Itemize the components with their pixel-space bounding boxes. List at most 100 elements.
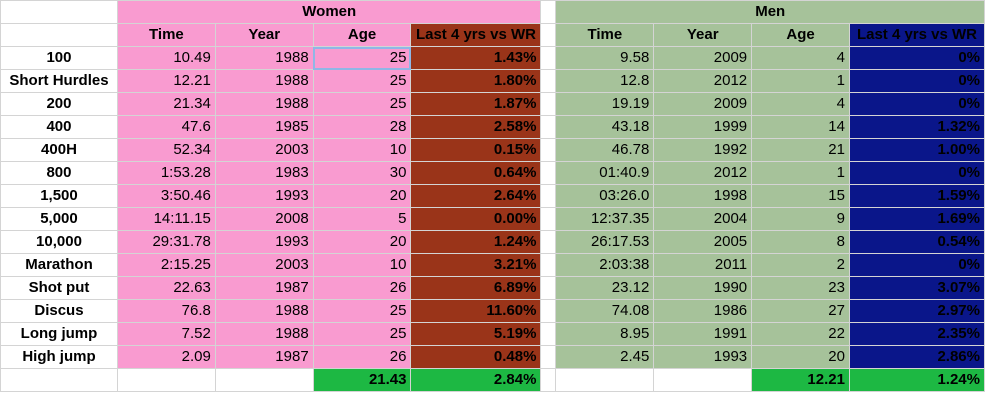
event-label[interactable]: Discus	[0, 299, 118, 323]
women-time-cell[interactable]: 22.63	[116, 276, 216, 300]
women-wr-cell[interactable]: 0.00%	[410, 207, 542, 231]
women-wr-cell[interactable]: 1.43%	[410, 46, 542, 70]
women-wr-cell[interactable]: 6.89%	[410, 276, 542, 300]
spacer-cell[interactable]	[540, 46, 557, 70]
men-wr-cell[interactable]: 0%	[848, 253, 985, 277]
women-time-cell[interactable]: 12.21	[116, 69, 216, 93]
women-time-cell[interactable]: 76.8	[116, 299, 216, 323]
men-age-cell[interactable]: 2	[751, 253, 850, 277]
women-time-cell[interactable]: 2:15.25	[116, 253, 216, 277]
spacer-cell[interactable]	[540, 115, 557, 139]
men-wr-cell[interactable]: 0%	[848, 46, 985, 70]
women-year-cell[interactable]: 2003	[214, 253, 314, 277]
men-year-cell[interactable]: 2005	[653, 230, 753, 254]
women-wr-cell[interactable]: 11.60%	[410, 299, 542, 323]
women-title[interactable]: Women	[116, 0, 542, 24]
men-age-average[interactable]: 12.21	[751, 368, 850, 392]
women-year-cell[interactable]: 1988	[214, 322, 314, 346]
women-wr-cell[interactable]: 5.19%	[410, 322, 542, 346]
event-label[interactable]: 400H	[0, 138, 118, 162]
women-age-cell[interactable]: 25	[312, 299, 412, 323]
event-label[interactable]: Long jump	[0, 322, 118, 346]
men-wr-cell[interactable]: 3.07%	[848, 276, 985, 300]
women-wr-cell[interactable]: 1.80%	[410, 69, 542, 93]
women-year-cell[interactable]: 1987	[214, 276, 314, 300]
spacer-cell[interactable]	[540, 253, 557, 277]
women-time-cell[interactable]: 52.34	[116, 138, 216, 162]
women-year-cell[interactable]: 1988	[214, 69, 314, 93]
men-age-cell[interactable]: 14	[751, 115, 850, 139]
women-wr-cell[interactable]: 2.64%	[410, 184, 542, 208]
corner-cell[interactable]	[0, 0, 118, 24]
men-time-cell[interactable]: 23.12	[555, 276, 655, 300]
men-time-cell[interactable]: 8.95	[555, 322, 655, 346]
women-year-cell[interactable]: 1988	[214, 92, 314, 116]
men-time-cell[interactable]: 9.58	[555, 46, 655, 70]
men-year-cell[interactable]: 2009	[653, 46, 753, 70]
women-age-cell[interactable]: 26	[312, 345, 412, 369]
women-wr-average[interactable]: 2.84%	[410, 368, 542, 392]
women-age-cell[interactable]: 25	[312, 92, 412, 116]
women-year-cell[interactable]: 2003	[214, 138, 314, 162]
women-age-cell[interactable]: 28	[312, 115, 412, 139]
men-year-cell[interactable]: 2009	[653, 92, 753, 116]
spacer-cell[interactable]	[540, 368, 557, 392]
men-year-cell[interactable]: 2011	[653, 253, 753, 277]
event-label[interactable]: 1,500	[0, 184, 118, 208]
women-year-header[interactable]: Year	[214, 23, 314, 47]
men-year-cell[interactable]: 1986	[653, 299, 753, 323]
women-age-average[interactable]: 21.43	[312, 368, 412, 392]
men-time-cell[interactable]: 26:17.53	[555, 230, 655, 254]
men-year-header[interactable]: Year	[653, 23, 753, 47]
men-time-cell[interactable]: 12:37.35	[555, 207, 655, 231]
women-wr-cell[interactable]: 3.21%	[410, 253, 542, 277]
spacer-cell[interactable]	[540, 161, 557, 185]
women-year-cell[interactable]: 1988	[214, 299, 314, 323]
men-wr-cell[interactable]: 1.00%	[848, 138, 985, 162]
men-time-header[interactable]: Time	[555, 23, 655, 47]
men-age-cell[interactable]: 9	[751, 207, 850, 231]
women-year-cell[interactable]: 2008	[214, 207, 314, 231]
spacer-cell[interactable]	[540, 345, 557, 369]
women-time-cell[interactable]: 2.09	[116, 345, 216, 369]
women-time-cell[interactable]: 21.34	[116, 92, 216, 116]
women-age-cell[interactable]: 30	[312, 161, 412, 185]
spacer-cell[interactable]	[540, 299, 557, 323]
event-header-cell[interactable]	[0, 23, 118, 47]
event-label[interactable]: Shot put	[0, 276, 118, 300]
women-year-cell[interactable]: 1987	[214, 345, 314, 369]
men-time-cell[interactable]: 43.18	[555, 115, 655, 139]
women-age-cell[interactable]: 25	[312, 46, 412, 70]
women-time-cell[interactable]: 29:31.78	[116, 230, 216, 254]
spacer-cell[interactable]	[540, 0, 557, 24]
spacer-cell[interactable]	[540, 276, 557, 300]
men-time-cell[interactable]: 19.19	[555, 92, 655, 116]
spacer-cell[interactable]	[540, 23, 557, 47]
event-label[interactable]: 10,000	[0, 230, 118, 254]
event-label[interactable]: 5,000	[0, 207, 118, 231]
men-wr-cell[interactable]: 0%	[848, 92, 985, 116]
men-time-cell[interactable]: 03:26.0	[555, 184, 655, 208]
men-year-cell[interactable]: 2012	[653, 69, 753, 93]
men-title[interactable]: Men	[555, 0, 985, 24]
women-year-cell[interactable]: 1988	[214, 46, 314, 70]
men-year-cell[interactable]: 2012	[653, 161, 753, 185]
women-age-cell[interactable]: 5	[312, 207, 412, 231]
women-time-cell[interactable]: 7.52	[116, 322, 216, 346]
men-wr-cell[interactable]: 1.59%	[848, 184, 985, 208]
men-year-cell[interactable]: 1990	[653, 276, 753, 300]
women-age-cell[interactable]: 10	[312, 138, 412, 162]
men-time-cell[interactable]: 74.08	[555, 299, 655, 323]
event-label[interactable]: 800	[0, 161, 118, 185]
women-time-cell[interactable]: 47.6	[116, 115, 216, 139]
men-time-cell[interactable]: 46.78	[555, 138, 655, 162]
event-label[interactable]: Marathon	[0, 253, 118, 277]
men-year-cell[interactable]: 1992	[653, 138, 753, 162]
women-wr-cell[interactable]: 0.15%	[410, 138, 542, 162]
women-time-cell[interactable]: 3:50.46	[116, 184, 216, 208]
women-time-cell[interactable]: 1:53.28	[116, 161, 216, 185]
women-age-cell[interactable]: 20	[312, 184, 412, 208]
women-year-cell[interactable]: 1983	[214, 161, 314, 185]
event-label[interactable]: Short Hurdles	[0, 69, 118, 93]
event-label[interactable]: 400	[0, 115, 118, 139]
